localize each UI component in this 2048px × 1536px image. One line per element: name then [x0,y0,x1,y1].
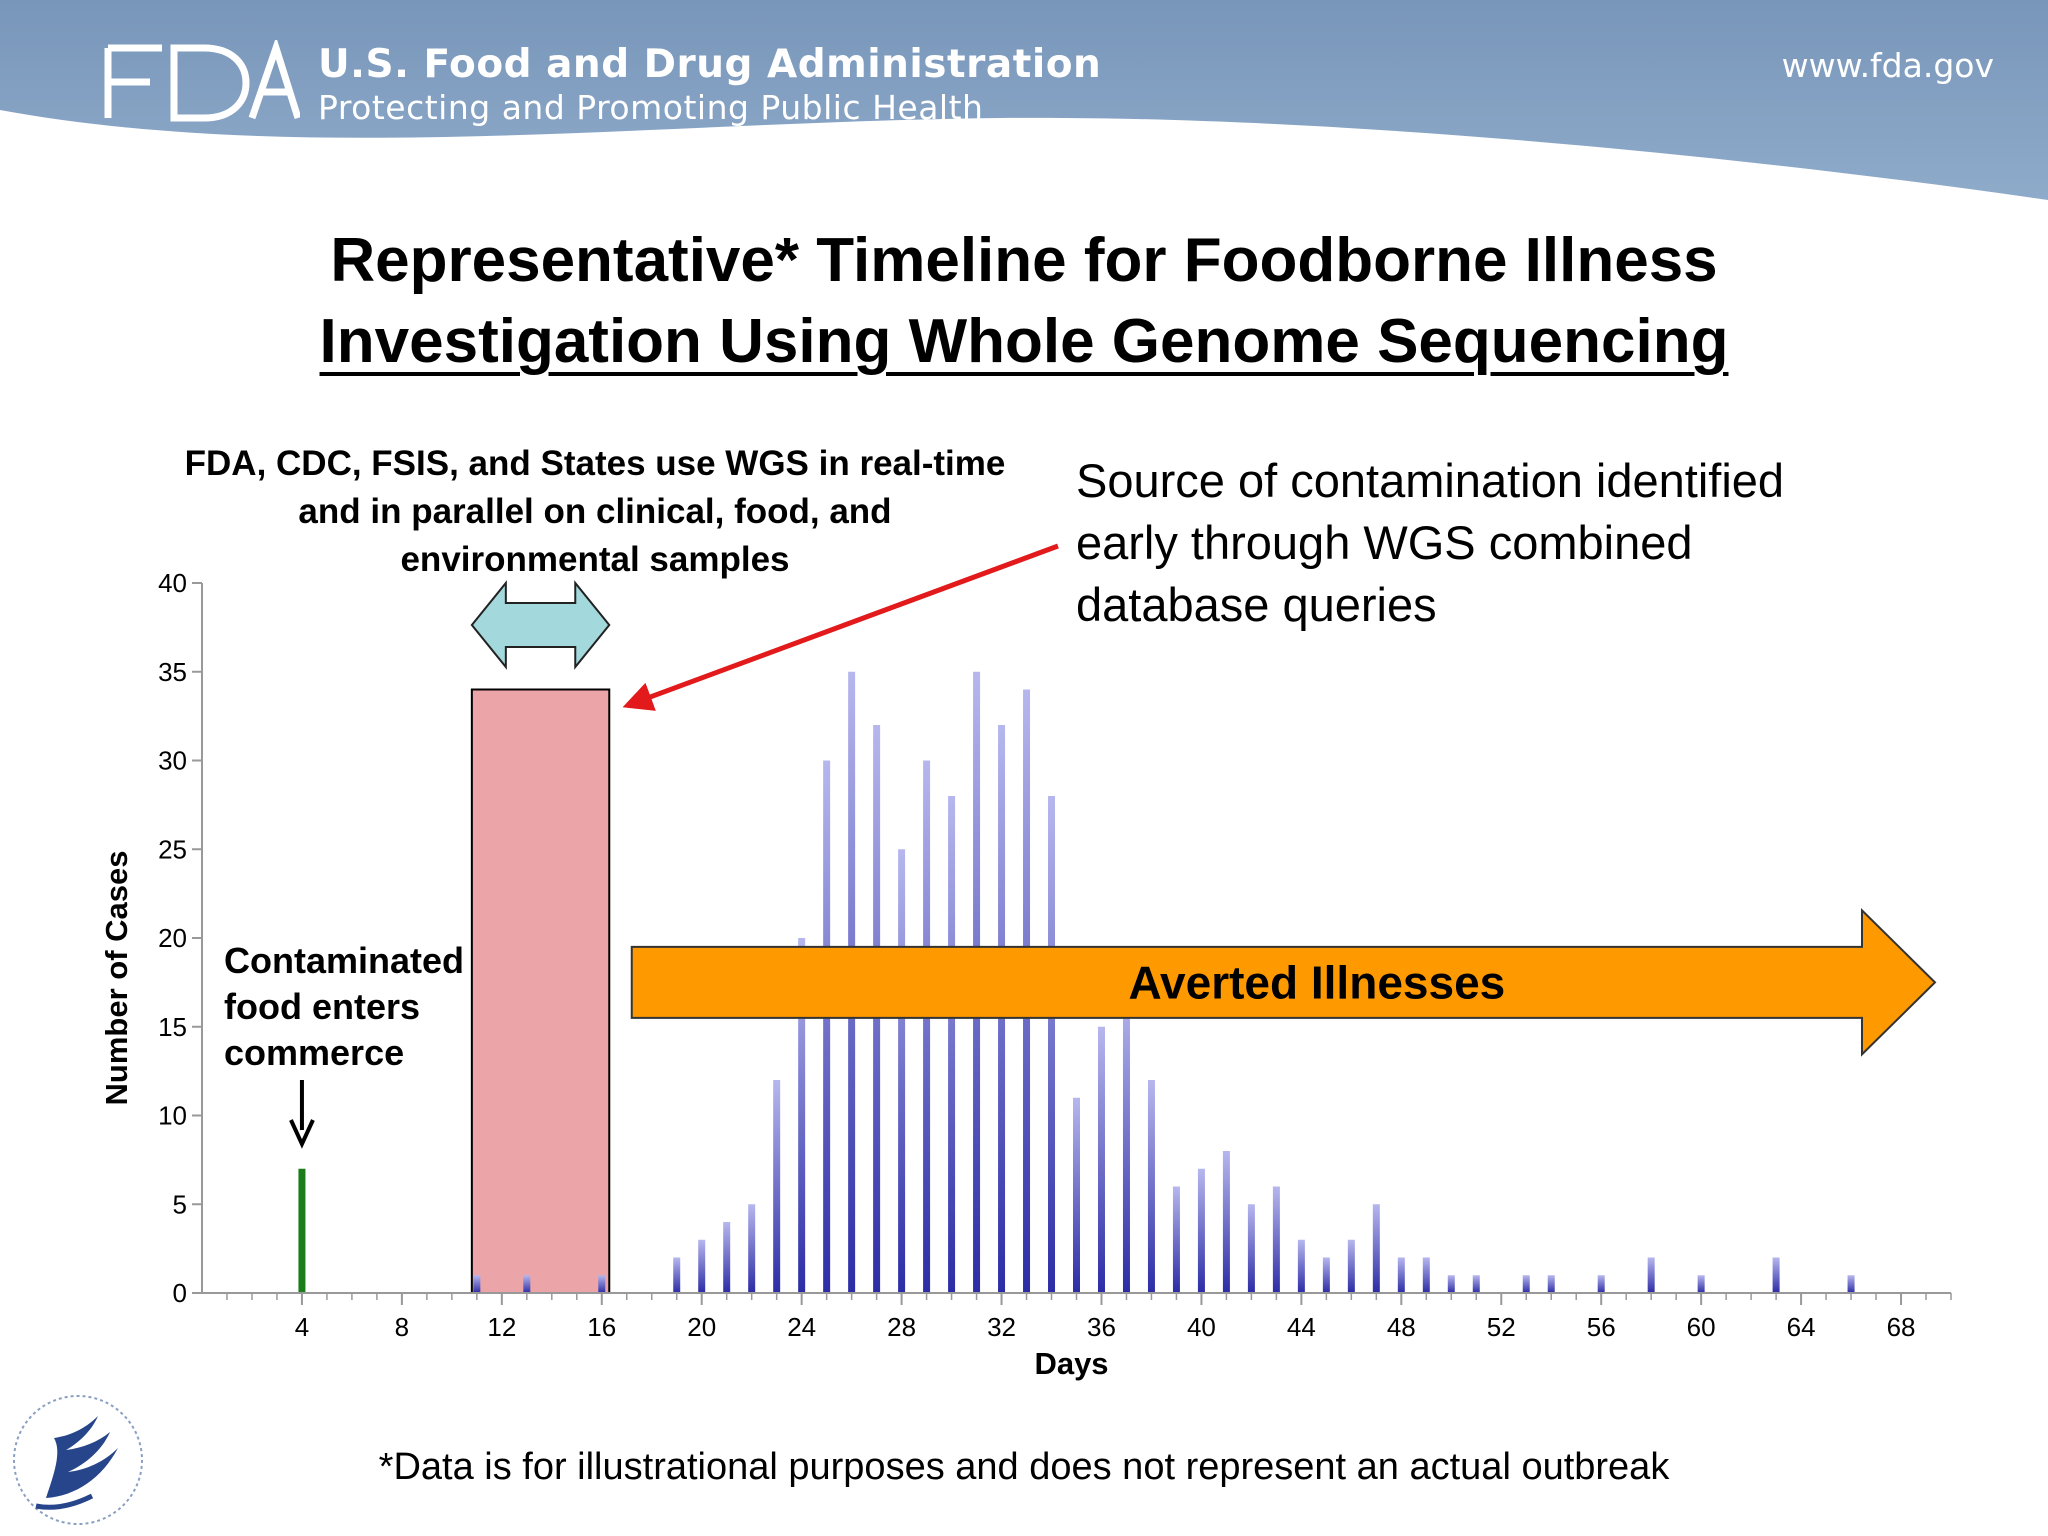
case-bar [1147,1080,1155,1293]
case-bar [598,1275,606,1293]
case-bar [1472,1275,1480,1293]
agencies-note: FDA, CDC, FSIS, and States use WGS in re… [184,444,1006,579]
wgs-span-double-arrow [470,580,611,670]
case-bar [1297,1239,1305,1293]
y-tick-label: 30 [158,746,187,776]
x-tick-label: 24 [787,1312,816,1342]
y-tick-label: 40 [158,568,187,598]
commerce-arrow-head [289,1119,315,1149]
case-bar [1372,1204,1380,1293]
case-bar [1397,1257,1405,1293]
y-tick-label: 25 [158,834,187,864]
case-bar [1097,1026,1105,1293]
case-bar [1048,796,1056,1293]
case-bar [698,1239,706,1293]
footnote: *Data is for illustrational purposes and… [378,1446,1670,1488]
case-bar [1172,1186,1180,1293]
case-bar [823,760,831,1293]
commerce-note: Contaminated food enters commerce [224,938,464,1076]
y-tick-label: 0 [173,1278,187,1308]
commerce-note-line: commerce [224,1032,405,1073]
case-bar [1647,1257,1655,1293]
case-bar [1447,1275,1455,1293]
case-bar [723,1222,731,1293]
slide-title-line-2: Investigation Using Whole Genome Sequenc… [319,307,1729,376]
x-tick-label: 12 [487,1312,516,1342]
slide-title-line-1: Representative* Timeline for Foodborne I… [330,226,1718,295]
case-bar [1847,1275,1855,1293]
x-tick-label: 32 [987,1312,1016,1342]
source-note: Source of contamination identified early… [1076,454,1785,631]
commerce-note-line: Contaminated [224,940,465,981]
hhs-seal-logo [13,1395,143,1525]
contamination-bar [298,1168,306,1293]
agency-tagline: Protecting and Promoting Public Health [318,88,984,127]
x-tick-label: 56 [1587,1312,1616,1342]
case-bar [1222,1151,1230,1293]
header-band [0,0,2048,200]
x-tick-label: 40 [1187,1312,1216,1342]
x-tick-label: 28 [887,1312,916,1342]
y-tick-label: 15 [158,1012,187,1042]
case-bar [898,849,906,1293]
investigation-window-box [470,688,611,1294]
x-tick-label: 36 [1087,1312,1116,1342]
x-tick-label: 68 [1887,1312,1916,1342]
case-bar [948,796,956,1293]
commerce-note-line: food enters [224,986,421,1027]
case-bar [1422,1257,1430,1293]
x-tick-label: 52 [1487,1312,1516,1342]
x-tick-label: 48 [1387,1312,1416,1342]
case-bar [673,1257,681,1293]
x-tick-label: 16 [587,1312,616,1342]
site-url[interactable]: www.fda.gov [1781,46,1994,85]
case-bar [1697,1275,1705,1293]
y-axis-title: Number of Cases [99,851,134,1106]
x-axis-title: Days [1034,1346,1108,1381]
y-tick-label: 35 [158,657,187,687]
averted-illnesses-label: Averted Illnesses [1129,956,1506,1008]
case-bar [473,1275,481,1293]
case-bar [1073,1097,1080,1293]
case-bar [1347,1239,1355,1293]
x-tick-label: 64 [1787,1312,1816,1342]
case-bar [1772,1257,1780,1293]
x-tick-label: 8 [395,1312,409,1342]
case-bar [1197,1168,1205,1293]
x-tick-label: 60 [1687,1312,1716,1342]
y-tick-label: 10 [158,1101,187,1131]
fda-logo [104,40,300,122]
x-tick-label: 4 [295,1312,309,1342]
case-bar [1322,1257,1330,1293]
case-bar [1247,1204,1255,1293]
y-tick-label: 20 [158,923,187,953]
source-pointer-arrow [622,543,1059,711]
case-bar [1122,991,1130,1293]
case-bar [798,938,806,1293]
x-tick-label: 44 [1287,1312,1316,1342]
case-bar [773,1080,781,1293]
case-bar [1272,1186,1280,1293]
averted-illnesses-arrow [630,907,1937,1057]
case-bar [923,760,931,1293]
case-bar [523,1275,531,1293]
y-tick-label: 5 [173,1189,187,1219]
case-bar [748,1204,756,1293]
case-bar [1597,1275,1605,1293]
case-bar [1522,1275,1530,1293]
agency-name: U.S. Food and Drug Administration [318,42,1102,87]
case-bar [1547,1275,1555,1293]
x-tick-label: 20 [687,1312,716,1342]
